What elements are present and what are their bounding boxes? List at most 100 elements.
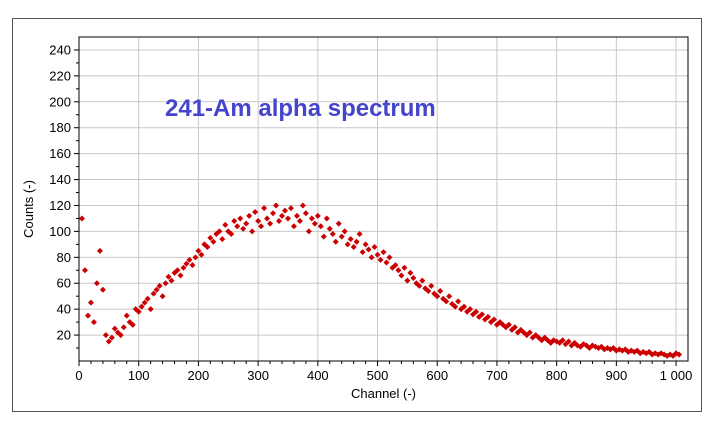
x-tick-label: 800 (546, 368, 568, 383)
data-point (78, 215, 85, 222)
data-point (365, 246, 372, 253)
data-point (467, 306, 474, 313)
data-point (168, 277, 175, 284)
data-point (135, 308, 142, 315)
x-tick-label: 1 000 (660, 368, 693, 383)
data-point (195, 247, 202, 254)
data-point (434, 293, 441, 300)
data-point (320, 233, 327, 240)
y-tick-label: 80 (57, 250, 71, 265)
x-tick-label: 200 (188, 368, 210, 383)
data-point (273, 202, 280, 209)
data-point (159, 293, 166, 300)
data-point (111, 325, 118, 332)
data-point (386, 254, 393, 261)
data-point (141, 299, 148, 306)
y-tick-label: 140 (49, 172, 71, 187)
data-point (270, 210, 277, 217)
x-tick-label: 400 (307, 368, 329, 383)
data-point (332, 238, 339, 245)
data-point (192, 254, 199, 261)
data-point (305, 228, 312, 235)
data-point (246, 212, 253, 219)
data-point (308, 215, 315, 222)
data-point (398, 272, 405, 279)
y-tick-label: 20 (57, 328, 71, 343)
data-point (237, 215, 244, 222)
data-point (443, 298, 450, 305)
data-point (446, 293, 453, 300)
data-point (183, 260, 190, 267)
data-point (473, 308, 480, 315)
data-point (81, 267, 88, 274)
data-point (314, 212, 321, 219)
data-point (102, 332, 109, 339)
data-point (395, 267, 402, 274)
data-point (138, 303, 145, 310)
data-point (419, 277, 426, 284)
data-point (380, 249, 387, 256)
grid (78, 37, 688, 361)
chart-title: 241-Am alpha spectrum (165, 95, 436, 122)
data-point (186, 256, 193, 263)
data-point (156, 282, 163, 289)
data-point (437, 288, 444, 295)
data-point (416, 282, 423, 289)
data-point (377, 256, 384, 263)
data-point (174, 267, 181, 274)
data-point (401, 264, 408, 271)
data-point (353, 238, 360, 245)
data-points (78, 202, 683, 359)
data-point (461, 303, 468, 310)
data-point (425, 288, 432, 295)
data-point (276, 218, 283, 225)
data-point (150, 290, 157, 297)
y-axis-title: Counts (-) (21, 180, 36, 238)
x-tick-label: 100 (128, 368, 150, 383)
data-point (99, 286, 106, 293)
data-point (96, 247, 103, 254)
x-tick-label: 500 (367, 368, 389, 383)
data-point (249, 228, 256, 235)
data-point (383, 259, 390, 266)
data-point (559, 337, 566, 344)
y-tick-label: 60 (57, 276, 71, 291)
data-point (228, 230, 235, 237)
data-point (490, 316, 497, 323)
data-point (180, 264, 187, 271)
data-point (565, 338, 572, 345)
data-point (350, 243, 357, 250)
data-point (252, 208, 259, 215)
x-tick-label: 0 (75, 368, 82, 383)
x-tick-label: 900 (606, 368, 628, 383)
y-tick-label: 40 (57, 302, 71, 317)
data-point (108, 334, 115, 341)
y-tick-label: 160 (49, 146, 71, 161)
x-axis-title: Channel (-) (351, 386, 416, 401)
x-tick-label: 700 (486, 368, 508, 383)
data-point (368, 254, 375, 261)
x-tick-label: 300 (247, 368, 269, 383)
y-tick-label: 220 (49, 68, 71, 83)
data-point (240, 225, 247, 232)
data-point (210, 238, 217, 245)
data-point (335, 220, 342, 227)
data-point (258, 223, 265, 230)
data-point (338, 233, 345, 240)
data-point (204, 243, 211, 250)
data-point (234, 223, 241, 230)
data-point (428, 282, 435, 289)
data-point (243, 220, 250, 227)
y-tick-label: 120 (49, 198, 71, 213)
data-point (147, 306, 154, 313)
data-point (129, 321, 136, 328)
data-point (177, 272, 184, 279)
data-point (359, 249, 366, 256)
data-point (676, 351, 683, 358)
data-point (404, 277, 411, 284)
data-point (296, 218, 303, 225)
chart-frame: 20 40 60 80 100 120 140 160 180 200 220 240 0 100 200… (12, 18, 702, 412)
data-point (311, 220, 318, 227)
data-point (389, 264, 396, 271)
data-point (323, 215, 330, 222)
